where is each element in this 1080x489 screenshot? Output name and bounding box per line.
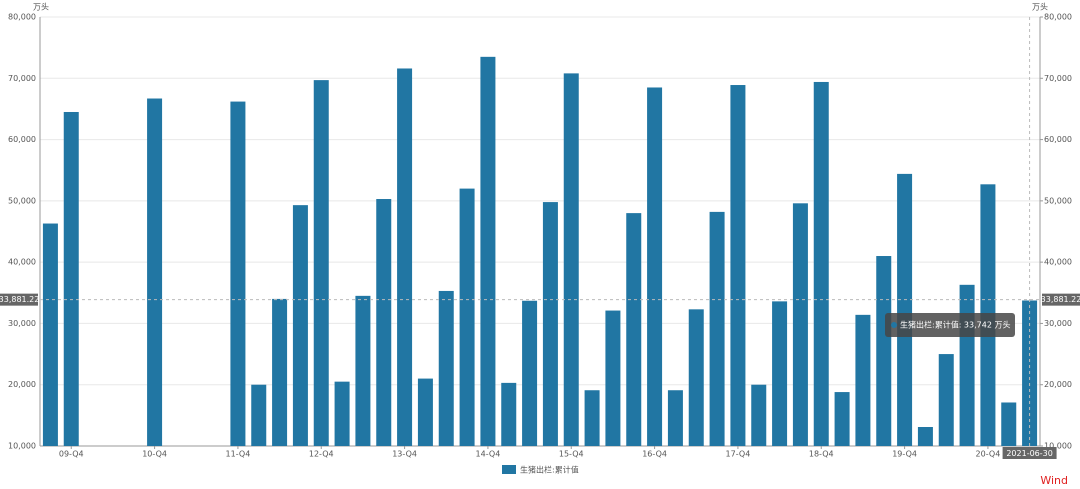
bar xyxy=(938,354,954,446)
x-crosshair-label: 2021-06-30 xyxy=(1006,449,1053,458)
bar xyxy=(313,80,329,447)
y-tick-label: 80,000 xyxy=(8,13,36,22)
bar xyxy=(605,310,621,446)
bar xyxy=(438,290,454,446)
bar xyxy=(709,211,725,446)
bar xyxy=(334,381,350,446)
bar xyxy=(230,101,246,447)
bar xyxy=(251,384,267,446)
bar xyxy=(772,301,788,446)
x-tick-label: 17-Q4 xyxy=(726,450,751,459)
x-tick-label: 13-Q4 xyxy=(392,450,417,459)
y2-tick-label: 30,000 xyxy=(1044,319,1072,328)
bar xyxy=(876,256,892,446)
bar xyxy=(417,378,433,446)
bar xyxy=(667,390,683,446)
legend-label: 生猪出栏:累计值 xyxy=(520,465,579,475)
y2-unit: 万头 xyxy=(1032,2,1048,12)
crosshair-box-left xyxy=(0,293,38,306)
bar xyxy=(292,205,308,446)
bar xyxy=(626,213,642,446)
watermark: Wind xyxy=(1040,474,1068,487)
y2-tick-label: 50,000 xyxy=(1044,196,1072,205)
x-tick-label: 10-Q4 xyxy=(142,450,167,459)
y2-tick-label: 70,000 xyxy=(1044,74,1072,83)
x-tick-label: 12-Q4 xyxy=(309,450,334,459)
bar xyxy=(855,314,871,446)
bar xyxy=(834,392,850,446)
x-tick-label: 20-Q4 xyxy=(976,450,1001,459)
y2-tick-label: 40,000 xyxy=(1044,258,1072,267)
bar xyxy=(563,73,579,446)
x-tick-label: 11-Q4 xyxy=(226,450,251,459)
bar xyxy=(355,295,371,446)
bar xyxy=(542,202,558,446)
y-tick-label: 70,000 xyxy=(8,74,36,83)
bar xyxy=(730,85,746,446)
bar xyxy=(459,188,475,446)
x-tick-label: 16-Q4 xyxy=(642,450,667,459)
crosshair-label-left: 33,881.22 xyxy=(0,295,39,304)
y-tick-label: 50,000 xyxy=(8,196,36,205)
bar xyxy=(647,87,663,446)
y2-tick-label: 80,000 xyxy=(1044,13,1072,22)
y-tick-label: 30,000 xyxy=(8,319,36,328)
bar xyxy=(959,284,975,446)
bar xyxy=(397,68,413,446)
y-unit: 万头 xyxy=(33,2,49,12)
bar xyxy=(501,382,517,446)
x-tick-label: 09-Q4 xyxy=(59,450,84,459)
bar xyxy=(688,309,704,446)
bar xyxy=(1001,402,1017,446)
x-tick-label: 18-Q4 xyxy=(809,450,834,459)
bar xyxy=(376,199,392,446)
bar xyxy=(751,384,767,446)
x-tick-label: 19-Q4 xyxy=(892,450,917,459)
bar xyxy=(792,203,808,446)
tooltip-text: 生猪出栏:累计值: 33,742 万头 xyxy=(900,320,1010,330)
bar xyxy=(522,300,538,446)
tooltip-marker xyxy=(891,322,897,328)
bar xyxy=(917,427,933,446)
bar xyxy=(897,173,913,447)
y2-tick-label: 20,000 xyxy=(1044,380,1072,389)
bar xyxy=(480,56,496,446)
bar xyxy=(63,111,79,446)
y-tick-label: 20,000 xyxy=(8,380,36,389)
y2-tick-label: 10,000 xyxy=(1044,442,1072,451)
bar xyxy=(42,223,58,446)
x-tick-label: 14-Q4 xyxy=(476,450,501,459)
y2-tick-label: 60,000 xyxy=(1044,135,1072,144)
bar xyxy=(584,390,600,446)
legend-swatch xyxy=(502,465,516,474)
x-crosshair-box xyxy=(1002,447,1057,459)
x-tick-label: 15-Q4 xyxy=(559,450,584,459)
y-tick-label: 10,000 xyxy=(8,442,36,451)
bar xyxy=(147,98,163,446)
crosshair-box-right xyxy=(1042,293,1080,306)
tooltip-box xyxy=(885,313,1015,337)
y-tick-label: 40,000 xyxy=(8,258,36,267)
bar xyxy=(813,81,829,446)
crosshair-label-right: 33,881.22 xyxy=(1041,295,1080,304)
bar xyxy=(272,298,288,446)
y-tick-label: 60,000 xyxy=(8,135,36,144)
